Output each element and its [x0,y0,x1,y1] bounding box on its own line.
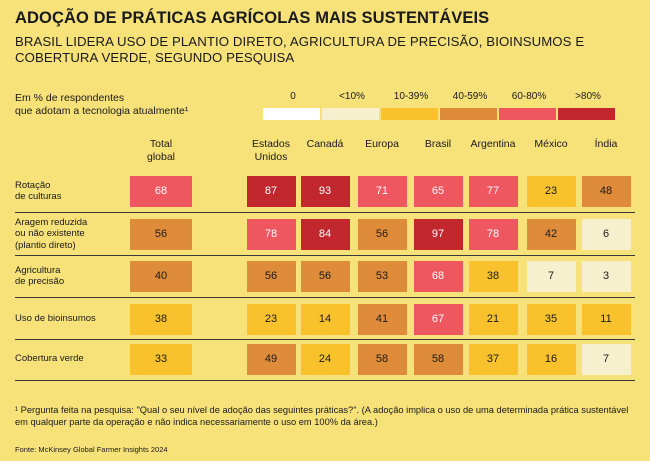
heatmap-cell: 78 [246,218,296,250]
row-separator [15,297,635,298]
row-separator [15,212,635,213]
heatmap-cell: 78 [468,218,518,250]
heatmap-cell: 14 [300,303,350,335]
legend-bin-label: 10-39% [393,91,429,102]
legend-swatch [440,108,497,120]
page-title: ADOÇÃO DE PRÁTICAS AGRÍCOLAS MAIS SUSTEN… [15,9,490,27]
row-header: Rotação de culturas [15,179,62,203]
row-separator [15,255,635,256]
heatmap-cell: 71 [357,175,407,207]
heatmap-cell: 16 [526,343,576,375]
heatmap-cell: 68 [413,260,463,292]
heatmap-cell: 48 [581,175,631,207]
heatmap-cell: 37 [468,343,518,375]
row-separator [15,380,635,381]
heatmap-cell: 49 [246,343,296,375]
heatmap-cell: 77 [468,175,518,207]
legend-label-line2: que adotam a tecnologia atualmente¹ [15,105,189,117]
heatmap-cell: 35 [526,303,576,335]
heatmap-cell: 24 [300,343,350,375]
row-header: Uso de bioinsumos [15,313,96,325]
heatmap-cell: 38 [130,303,192,335]
column-header: México [534,138,568,150]
heatmap-cell: 53 [357,260,407,292]
heatmap-cell: 56 [300,260,350,292]
heatmap-cell: 42 [526,218,576,250]
footnote: ¹ Pergunta feita na pesquisa: "Qual o se… [15,405,629,427]
heatmap-cell: 23 [246,303,296,335]
page-subtitle: BRASIL LIDERA USO DE PLANTIO DIRETO, AGR… [15,34,585,65]
heatmap-cell: 21 [468,303,518,335]
heatmap-cell: 40 [130,260,192,292]
row-header: Agricultura de precisão [15,264,65,288]
heatmap-cell: 33 [130,343,192,375]
row-separator [15,339,635,340]
column-header: Brasil [424,138,452,150]
heatmap-cell: 58 [357,343,407,375]
heatmap-cell: 97 [413,218,463,250]
column-header: Estados Unidos [252,138,290,163]
column-header: Total global [146,138,176,163]
column-header: Argentina [470,138,516,150]
row-header: Aragem reduzida ou não existente (plantio … [15,216,88,251]
heatmap-cell: 93 [300,175,350,207]
heatmap-cell: 56 [130,218,192,250]
legend-swatch [322,108,379,120]
legend-bin-label: <10% [339,91,365,102]
column-header: Índia [594,138,618,150]
heatmap-cell: 23 [526,175,576,207]
heatmap-cell: 3 [581,260,631,292]
heatmap-cell: 7 [581,343,631,375]
column-header: Canadá [306,138,344,150]
column-header: Europa [365,138,399,150]
heatmap-cell: 41 [357,303,407,335]
heatmap-cell: 84 [300,218,350,250]
legend-bin-label: >80% [575,91,601,102]
heatmap-cell: 67 [413,303,463,335]
legend-bin-label: 60-80% [511,91,547,102]
legend-swatch [263,108,320,120]
legend-swatch [381,108,438,120]
heatmap-cell: 56 [357,218,407,250]
heatmap-cell: 58 [413,343,463,375]
row-header: Cobertura verde [15,353,84,365]
heatmap-cell: 38 [468,260,518,292]
heatmap-cell: 11 [581,303,631,335]
legend-label: Em % de respondentes que adotam a tecnol… [15,92,225,118]
heatmap-cell: 87 [246,175,296,207]
legend-swatch [558,108,615,120]
legend-label-line1: Em % de respondentes [15,92,125,104]
heatmap-cell: 56 [246,260,296,292]
heatmap-cell: 6 [581,218,631,250]
legend-bin-label: 40-59% [452,91,488,102]
heatmap-cell: 68 [130,175,192,207]
legend-bin-label: 0 [290,91,296,102]
legend-swatch [499,108,556,120]
source-note: Fonte: McKinsey Global Farmer Insights 2… [15,445,168,454]
heatmap-cell: 65 [413,175,463,207]
heatmap-cell: 7 [526,260,576,292]
